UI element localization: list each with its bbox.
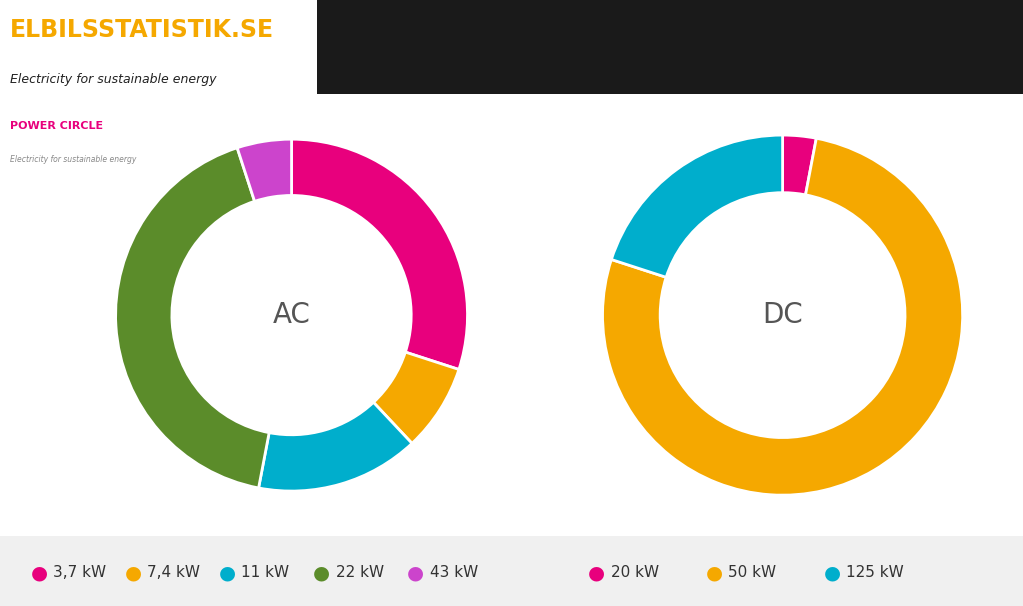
Wedge shape [612,135,783,278]
Text: ●: ● [125,563,142,582]
Wedge shape [373,352,459,444]
Text: 3,7 kW: 3,7 kW [53,565,106,580]
Wedge shape [259,402,412,491]
Wedge shape [116,148,269,488]
Text: 11 kW: 11 kW [241,565,290,580]
Text: ●: ● [588,563,606,582]
Text: ●: ● [706,563,723,582]
Text: POWER CIRCLE: POWER CIRCLE [10,121,103,132]
Text: ELBILSSTATISTIK.SE: ELBILSSTATISTIK.SE [10,18,274,42]
Text: 22 kW: 22 kW [336,565,384,580]
Text: ●: ● [31,563,48,582]
Text: ●: ● [219,563,236,582]
Wedge shape [237,139,292,201]
Wedge shape [292,139,468,370]
Text: 125 kW: 125 kW [846,565,903,580]
Text: AC: AC [272,301,311,329]
Text: 20 kW: 20 kW [611,565,659,580]
Text: ●: ● [313,563,330,582]
Text: Electricity for sustainable energy: Electricity for sustainable energy [10,73,217,85]
Wedge shape [603,138,963,495]
Wedge shape [783,135,816,195]
Text: ●: ● [824,563,841,582]
Text: 7,4 kW: 7,4 kW [147,565,201,580]
Text: 43 kW: 43 kW [430,565,478,580]
Text: Electricity for sustainable energy: Electricity for sustainable energy [10,155,137,164]
Text: DC: DC [762,301,803,329]
Text: ●: ● [407,563,425,582]
Text: 50 kW: 50 kW [728,565,776,580]
